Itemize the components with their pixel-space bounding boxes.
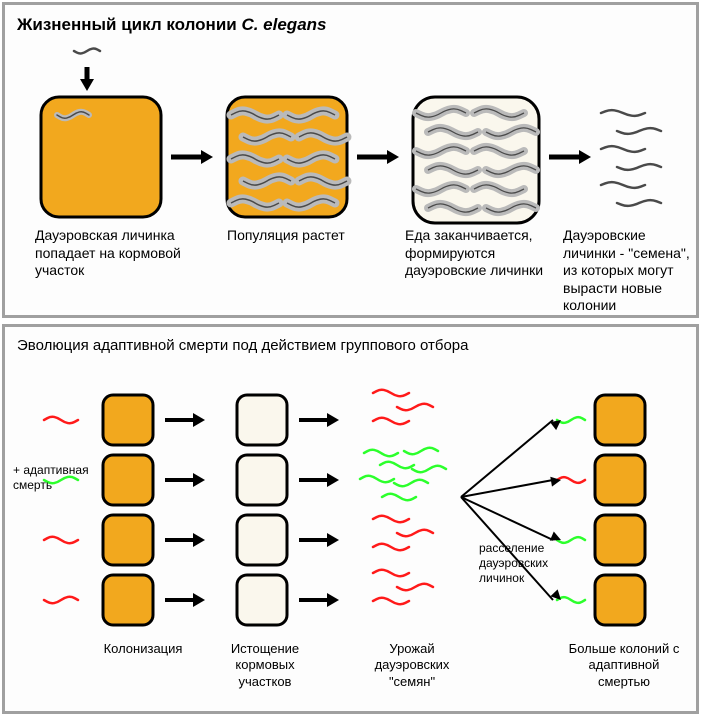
caption-1: Дауэровская личинка попадает на кормовой…: [35, 227, 205, 280]
col-label-3: Урожай дауэровских "семян": [357, 641, 467, 690]
evolution-panel: Эволюция адаптивной смерти под действием…: [2, 324, 699, 714]
caption-2: Популяция растет: [227, 227, 357, 245]
col-label-1: Колонизация: [93, 641, 193, 657]
dispersal-label: расселение дауэровских личинок: [479, 541, 579, 586]
col-label-2: Истощение кормовых участков: [215, 641, 315, 690]
col-label-4: Больше колоний с адаптивной смертью: [561, 641, 687, 690]
caption-4: Дауэровские личинки - "семена", из котор…: [563, 227, 697, 315]
caption-3: Еда заканчивается, формируются дауэровск…: [405, 227, 565, 280]
adaptive-death-label: + адаптивная смерть: [13, 463, 103, 493]
lifecycle-panel: Жизненный цикл колонии C. elegans Дауэро…: [2, 2, 699, 318]
